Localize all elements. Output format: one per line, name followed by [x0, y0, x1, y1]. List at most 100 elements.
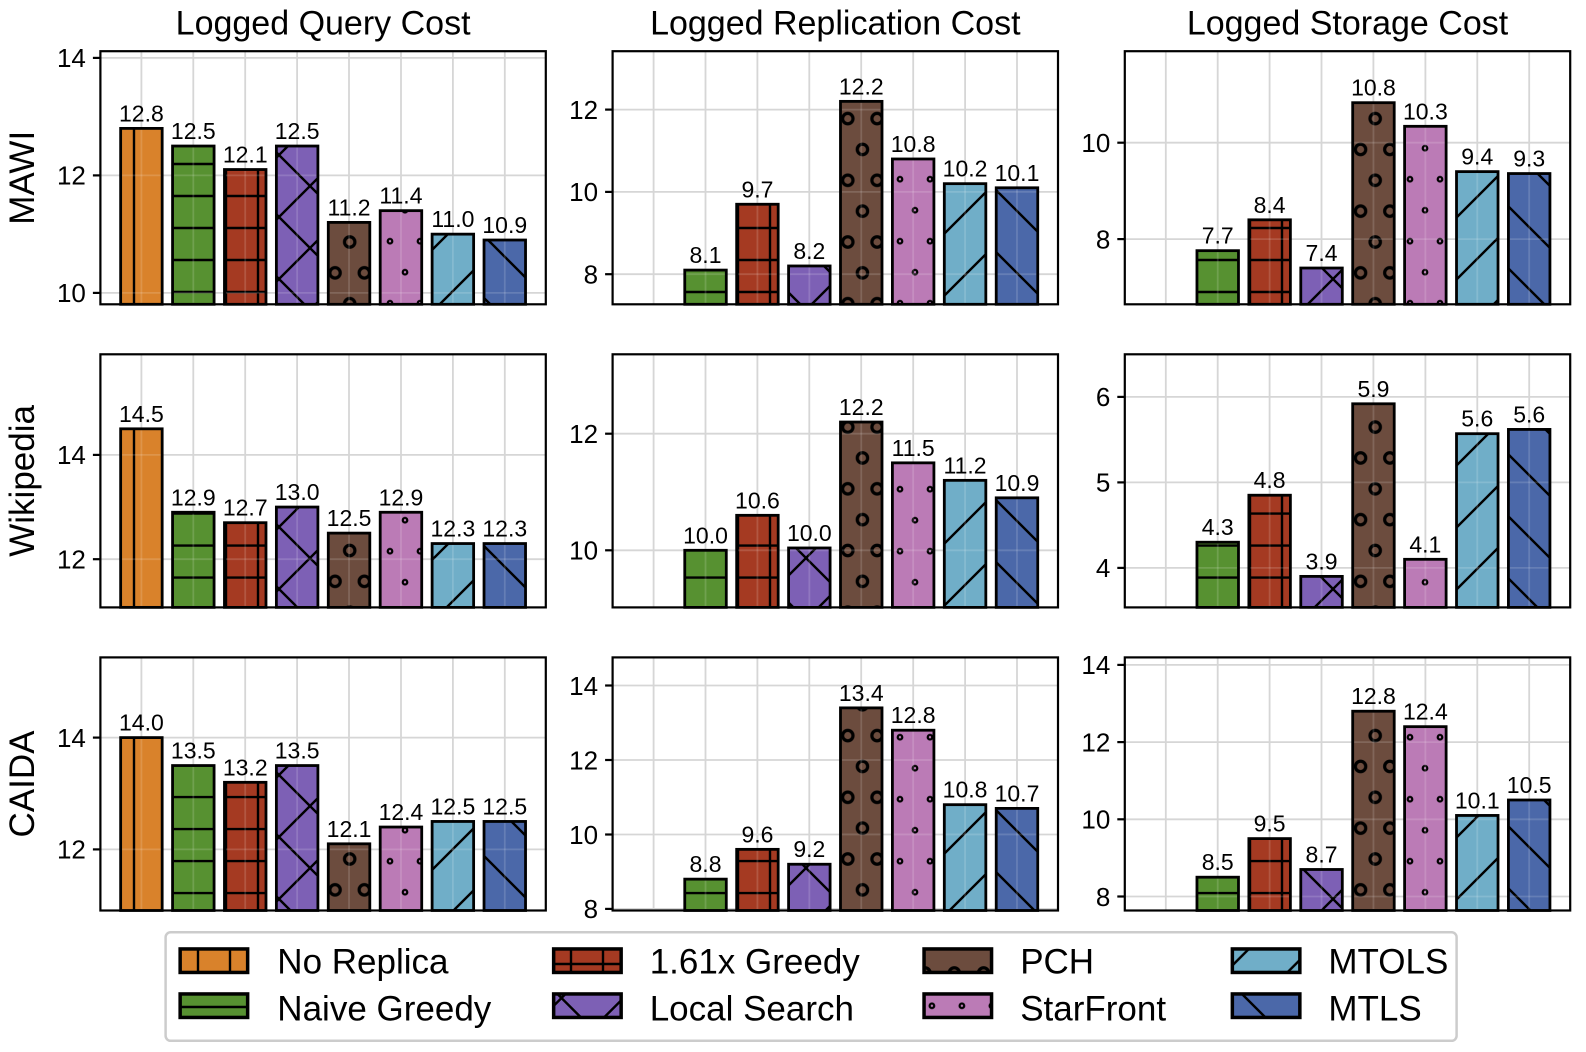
svg-text:12.4: 12.4	[379, 799, 424, 825]
svg-text:10: 10	[57, 278, 86, 308]
svg-text:12.5: 12.5	[482, 793, 527, 819]
svg-text:12.2: 12.2	[839, 394, 884, 420]
svg-text:8: 8	[584, 260, 598, 290]
svg-text:5.9: 5.9	[1357, 376, 1389, 402]
svg-text:MTOLS: MTOLS	[1328, 942, 1448, 981]
svg-text:9.5: 9.5	[1254, 811, 1286, 837]
svg-text:10.9: 10.9	[482, 212, 527, 238]
svg-text:12.4: 12.4	[1403, 699, 1448, 725]
svg-text:10: 10	[569, 177, 598, 207]
svg-text:13.4: 13.4	[839, 680, 884, 706]
svg-text:12.1: 12.1	[327, 816, 372, 842]
svg-text:12.3: 12.3	[482, 516, 527, 542]
svg-text:5.6: 5.6	[1513, 401, 1545, 427]
svg-text:7.4: 7.4	[1306, 240, 1338, 266]
svg-text:Naive Greedy: Naive Greedy	[277, 990, 491, 1029]
svg-text:4.3: 4.3	[1202, 514, 1234, 540]
svg-text:10.6: 10.6	[735, 487, 780, 513]
svg-text:14.0: 14.0	[119, 710, 164, 736]
svg-text:No Replica: No Replica	[277, 942, 449, 981]
svg-text:9.3: 9.3	[1513, 146, 1545, 172]
svg-text:10.8: 10.8	[891, 131, 936, 157]
svg-text:12.8: 12.8	[119, 100, 164, 126]
svg-text:10.3: 10.3	[1403, 98, 1448, 124]
svg-text:CAIDA: CAIDA	[3, 730, 42, 838]
svg-text:12.5: 12.5	[171, 118, 216, 144]
svg-text:12.9: 12.9	[379, 484, 424, 510]
svg-text:12.5: 12.5	[430, 793, 475, 819]
svg-text:12.7: 12.7	[223, 495, 268, 521]
svg-text:8.5: 8.5	[1202, 849, 1234, 875]
svg-text:10.2: 10.2	[943, 156, 988, 182]
svg-text:12.5: 12.5	[275, 118, 320, 144]
svg-text:7.7: 7.7	[1202, 223, 1234, 249]
svg-text:8: 8	[1096, 224, 1110, 254]
svg-text:8.4: 8.4	[1254, 192, 1286, 218]
svg-text:14: 14	[1081, 650, 1110, 680]
svg-text:10.1: 10.1	[1455, 787, 1500, 813]
svg-text:8.7: 8.7	[1306, 841, 1338, 867]
svg-text:12.9: 12.9	[171, 484, 216, 510]
svg-text:11.0: 11.0	[431, 206, 474, 232]
svg-text:9.7: 9.7	[741, 176, 773, 202]
svg-text:12.5: 12.5	[327, 505, 372, 531]
svg-text:10: 10	[1081, 128, 1110, 158]
svg-text:5.6: 5.6	[1461, 406, 1493, 432]
svg-text:MTLS: MTLS	[1328, 990, 1421, 1029]
svg-text:13.0: 13.0	[275, 479, 320, 505]
svg-text:14: 14	[57, 723, 86, 753]
svg-text:10: 10	[569, 820, 598, 850]
svg-text:12: 12	[569, 419, 598, 449]
svg-text:9.4: 9.4	[1461, 144, 1493, 170]
svg-text:Logged Replication Cost: Logged Replication Cost	[650, 4, 1021, 42]
svg-text:10.8: 10.8	[1351, 75, 1396, 101]
svg-text:Local Search: Local Search	[650, 990, 854, 1029]
svg-text:Logged Storage Cost: Logged Storage Cost	[1187, 4, 1509, 42]
svg-text:12: 12	[57, 835, 86, 865]
svg-text:4: 4	[1096, 553, 1110, 583]
svg-text:12.8: 12.8	[891, 702, 936, 728]
svg-text:Wikipedia: Wikipedia	[3, 405, 42, 557]
svg-text:PCH: PCH	[1020, 942, 1094, 981]
svg-text:3.9: 3.9	[1306, 548, 1338, 574]
svg-text:10: 10	[569, 536, 598, 566]
svg-text:4.8: 4.8	[1254, 467, 1286, 493]
svg-text:6: 6	[1096, 382, 1110, 412]
svg-text:10: 10	[1081, 805, 1110, 835]
svg-text:10.8: 10.8	[943, 777, 988, 803]
svg-text:9.2: 9.2	[793, 836, 825, 862]
svg-text:13.5: 13.5	[171, 738, 216, 764]
svg-text:12.1: 12.1	[223, 142, 268, 168]
svg-text:12.2: 12.2	[839, 73, 884, 99]
svg-text:13.2: 13.2	[223, 754, 268, 780]
svg-text:13.5: 13.5	[275, 738, 320, 764]
svg-text:8: 8	[584, 894, 598, 924]
svg-text:11.2: 11.2	[944, 452, 987, 478]
svg-text:12: 12	[57, 161, 86, 191]
svg-text:11.5: 11.5	[892, 435, 935, 461]
svg-text:10.5: 10.5	[1507, 772, 1552, 798]
svg-text:8: 8	[1096, 882, 1110, 912]
svg-text:10.9: 10.9	[995, 470, 1040, 496]
svg-text:14: 14	[569, 671, 598, 701]
svg-text:10.0: 10.0	[683, 522, 728, 548]
svg-text:12: 12	[1081, 727, 1110, 757]
svg-text:12: 12	[569, 745, 598, 775]
svg-text:14.5: 14.5	[119, 401, 164, 427]
svg-text:14: 14	[57, 440, 86, 470]
svg-text:Logged Query Cost: Logged Query Cost	[176, 4, 471, 42]
svg-text:12.8: 12.8	[1351, 683, 1396, 709]
svg-text:12: 12	[57, 545, 86, 575]
svg-text:5: 5	[1096, 468, 1110, 498]
svg-text:12: 12	[569, 95, 598, 125]
svg-text:8.1: 8.1	[690, 242, 722, 268]
svg-text:1.61x Greedy: 1.61x Greedy	[650, 942, 861, 981]
svg-text:8.2: 8.2	[793, 238, 825, 264]
svg-text:10.0: 10.0	[787, 520, 832, 546]
svg-text:8.8: 8.8	[690, 851, 722, 877]
svg-text:11.2: 11.2	[328, 194, 371, 220]
svg-text:11.4: 11.4	[379, 183, 422, 209]
svg-text:10.1: 10.1	[995, 160, 1040, 186]
svg-text:9.6: 9.6	[741, 821, 773, 847]
svg-text:10.7: 10.7	[995, 780, 1040, 806]
